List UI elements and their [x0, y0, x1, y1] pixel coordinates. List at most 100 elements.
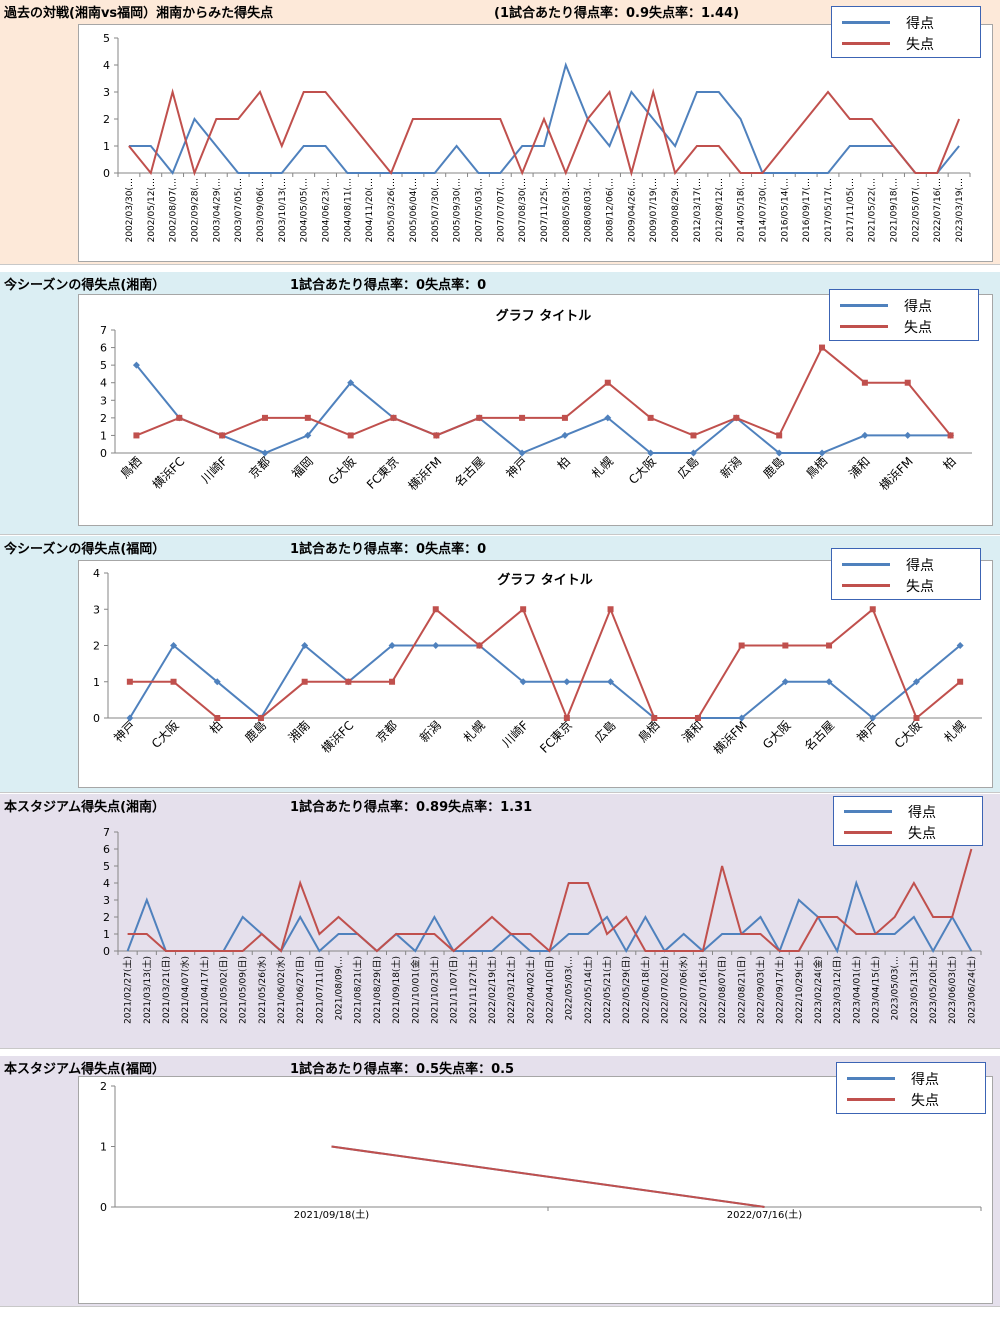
point-concede: [432, 606, 439, 613]
section-history: 過去の対戦(湘南vs福岡）湘南からみた得失点 (1試合あたり得点率：0.9失点率…: [0, 0, 1000, 265]
series-line-concede: [128, 88, 961, 177]
x-tick-label: 神戸: [854, 718, 881, 745]
x-tick-label: 横浜FM: [711, 718, 750, 757]
legend: 得点 失点: [831, 6, 981, 58]
series-line-score: [128, 643, 961, 720]
section-season-fukuoka: 今シーズンの得失点(福岡） 1試合あたり得点率：0失点率：0 0 1 2 3 4 神戸 C大…: [0, 536, 1000, 793]
point-concede: [647, 414, 654, 421]
section-title: 本スタジアム得失点(福岡）: [4, 1062, 166, 1077]
x-tick-label: 2021/03/21(日): [161, 956, 172, 1024]
x-tick-label: 福岡: [288, 454, 316, 482]
x-tick-label: 名古屋: [451, 454, 487, 490]
x-tick-label: 2021/03/13(土): [141, 956, 153, 1024]
x-tick-label: 2021/04/07(水): [179, 956, 191, 1024]
x-tick-label: 2022/08/21(日): [736, 956, 747, 1024]
chart-area: [78, 24, 993, 262]
point-concede: [519, 414, 526, 421]
point-score: [818, 449, 826, 457]
x-tick-label: 2014/07/30(…: [758, 178, 768, 242]
y-tick-label: 2: [103, 113, 110, 126]
x-tick-label: 2003/07/05(…: [234, 178, 244, 242]
x-tick-label: 2005/03/26(…: [387, 178, 397, 242]
x-tick-label: 2008/08/03(…: [584, 178, 594, 242]
x-tick-label: 2023/05/20(土): [927, 956, 939, 1024]
section-stadium-fukuoka: 本スタジアム得失点(福岡） 1試合あたり得点率：0.5失点率：0.5 0 1 2 20…: [0, 1056, 1000, 1307]
x-tick-label: 2022/10/29(土): [793, 956, 805, 1024]
x-tick-label: 2023/06/24(土): [965, 956, 977, 1024]
point-concede: [819, 344, 826, 351]
x-tick-label: 2004/08/11(…: [343, 178, 353, 242]
section-season-shonan: 今シーズンの得失点(湘南） 1試合あたり得点率：0失点率：0 0 1 2 3 4 5 6 7 鳥…: [0, 272, 1000, 535]
y-tick-label: 4: [93, 567, 100, 580]
x-tick-label: FC東京: [537, 718, 575, 756]
x-tick-label: C大阪: [149, 718, 182, 751]
point-concede: [304, 414, 311, 421]
x-tick-label: 2022/09/17(土): [774, 956, 786, 1024]
y-tick-label: 2: [103, 911, 110, 924]
x-tick-label: 2005/06/04(…: [409, 178, 419, 242]
point-concede: [561, 414, 568, 421]
y-tick-label: 0: [100, 1201, 107, 1214]
x-tick-label: 2022/05/14(土): [582, 956, 594, 1024]
legend-label-concede: 失点: [906, 579, 934, 595]
point-concede: [904, 379, 911, 386]
y-tick-label: 2: [93, 640, 100, 653]
point-score: [518, 449, 526, 457]
x-tick-label: 2007/08/30(…: [518, 178, 528, 242]
point-score: [301, 642, 309, 649]
x-tick-label: 2023/04/15(土): [870, 956, 882, 1024]
legend-label-concede: 失点: [911, 1093, 939, 1109]
section-subtitle: 1試合あたり得点率：0.89失点率：1.31: [290, 800, 533, 815]
x-tick-label: 2021/10/01(金): [409, 956, 421, 1024]
y-tick-label: 4: [103, 877, 110, 890]
legend-label-concede: 失点: [904, 320, 932, 336]
line-chart: 01234神戸 C大阪柏鹿島 湘南 横浜FC 京都 新潟 札幌 川崎F FC東京 広島 鳥栖 浦和 横浜…: [93, 567, 982, 757]
y-tick-label: 6: [103, 843, 110, 856]
legend: 得点 失点: [836, 1062, 986, 1114]
x-tick-label: 2021/05/22(…: [868, 178, 878, 242]
chart-title: グラフ タイトル: [497, 572, 593, 588]
point-concede: [563, 715, 570, 721]
x-tick-label: 2021/07/11(日): [314, 956, 325, 1024]
point-score: [213, 678, 221, 686]
x-tick-label: 新潟: [416, 718, 444, 746]
score-swatch: [842, 563, 890, 566]
x-tick-label: 札幌: [941, 718, 969, 746]
x-tick-label: 2002/08/07(…: [169, 178, 179, 242]
point-score: [607, 678, 615, 686]
line-chart: 0 1 2 2021/09/18(土) 2022/07/16(土): [100, 1080, 982, 1221]
x-tick-label: 2002/09/28(…: [190, 178, 200, 242]
x-tick-label: 2023/06/03(土): [946, 956, 958, 1024]
point-concede: [947, 432, 954, 439]
x-tick-label: 2014/05/18(…: [737, 178, 747, 242]
x-tick-label: 名古屋: [801, 718, 837, 754]
y-tick-label: 0: [93, 712, 100, 725]
x-tick-label: 新潟: [717, 454, 745, 482]
point-concede: [782, 642, 789, 649]
x-tick-label: 2022/07/02(土): [659, 956, 671, 1024]
point-score: [956, 642, 964, 649]
point-score: [432, 642, 440, 649]
y-tick-label: 4: [103, 59, 110, 72]
x-tick-label: 2023/02/24(金): [812, 956, 824, 1024]
legend-label-score: 得点: [908, 805, 936, 821]
x-tick-label: 2022/07/06(水): [678, 956, 690, 1024]
x-tick-label: 2003/10/13(…: [278, 178, 288, 242]
y-tick-label: 0: [103, 167, 110, 180]
x-tick-label: 浦和: [846, 454, 873, 481]
series-line-score: [135, 364, 951, 455]
x-tick-label: C大阪: [892, 718, 925, 751]
point-concede: [433, 432, 440, 439]
x-tick-label: 2009/07/19(…: [649, 178, 659, 242]
x-tick-label: 2002/05/12(…: [147, 178, 157, 242]
y-tick-label: 3: [103, 894, 110, 907]
point-concede: [694, 715, 701, 721]
legend-label-concede: 失点: [908, 826, 936, 842]
x-tick-label: 鹿島: [241, 718, 269, 746]
point-concede: [861, 379, 868, 386]
x-tick-label: 2017/11/05(…: [846, 178, 856, 242]
y-tick-label: 5: [103, 32, 110, 45]
x-tick-label: 2004/11/20(…: [365, 178, 375, 242]
x-tick-label: G大阪: [760, 718, 793, 751]
point-concede: [133, 432, 140, 439]
